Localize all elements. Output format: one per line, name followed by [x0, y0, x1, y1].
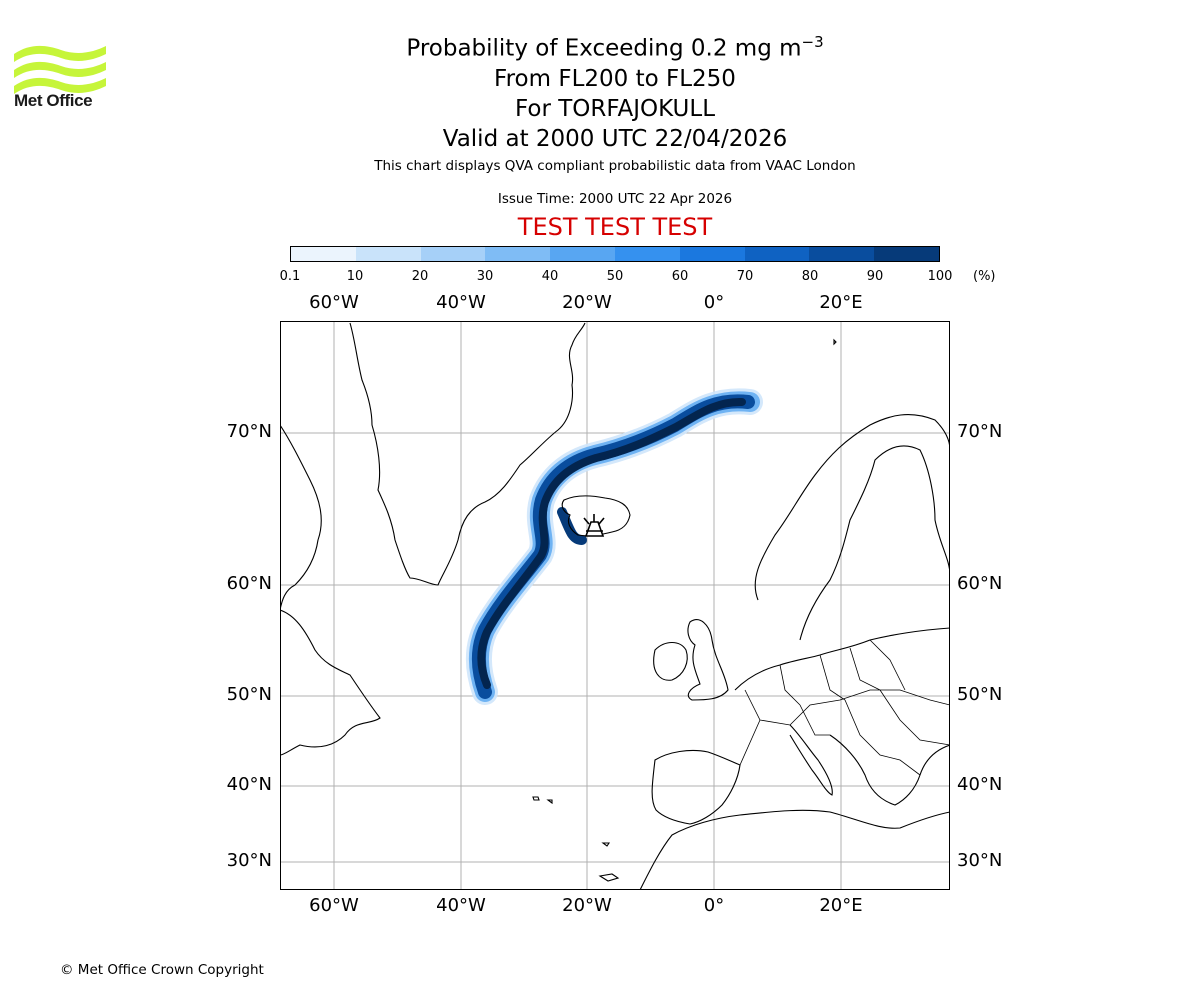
map	[280, 321, 950, 890]
colorbar-tick-label: 60	[671, 269, 689, 284]
latitude-label-right: 50°N	[957, 684, 1003, 705]
balkans-coast	[829, 734, 950, 806]
longitude-label-top: 60°W	[309, 292, 359, 313]
colorbar-bin	[744, 247, 810, 261]
colorbar-tick-label: 20	[411, 269, 429, 284]
colorbar-tick-label: 90	[866, 269, 884, 284]
colorbar-tick-label: 50	[606, 269, 624, 284]
colorbar-bin	[679, 247, 745, 261]
italy-coast	[789, 724, 833, 796]
colorbar-tick-label: 100	[927, 269, 953, 284]
colorbar-tick-label: 30	[476, 269, 494, 284]
longitude-label-top: 40°W	[436, 292, 486, 313]
colorbar-tick-label: 70	[736, 269, 754, 284]
colorbar-bin	[291, 247, 356, 261]
baffin-coast	[280, 424, 322, 611]
colorbar-bin	[550, 247, 615, 261]
logo-text: Met Office	[14, 91, 93, 110]
latitude-label-right: 70°N	[957, 421, 1003, 442]
gridlines	[280, 321, 950, 890]
colorbar-bin	[809, 247, 875, 261]
latitude-label-right: 40°N	[957, 774, 1003, 795]
latitude-label-right: 30°N	[957, 850, 1003, 871]
coastlines	[280, 322, 950, 890]
colorbar-bin	[614, 247, 680, 261]
labrador-coast	[280, 609, 381, 756]
latitude-label-left: 50°N	[226, 684, 272, 705]
map-border	[280, 321, 950, 890]
longitude-label-bottom: 0°	[703, 895, 725, 916]
country-borders	[739, 639, 950, 776]
level-range: From FL200 to FL250	[494, 65, 736, 92]
volcano-icon	[583, 514, 605, 537]
longitude-label-bottom: 20°E	[819, 895, 863, 916]
iceland-coast	[561, 495, 631, 537]
longitude-label-bottom: 40°W	[436, 895, 486, 916]
colorbar-bin	[874, 247, 939, 261]
longitude-label-top: 20°W	[562, 292, 612, 313]
colorbar-tick-label: 10	[346, 269, 364, 284]
greenland-coast	[349, 322, 586, 586]
colorbar-unit: (%)	[973, 269, 996, 284]
test-banner: TEST TEST TEST	[517, 213, 713, 241]
copyright: © Met Office Crown Copyright	[60, 962, 264, 978]
latitude-label-right: 60°N	[957, 573, 1003, 594]
colorbar	[290, 246, 940, 262]
colorbar-tick-label: 40	[541, 269, 559, 284]
latitude-label-left: 30°N	[226, 850, 272, 871]
ireland-coast	[653, 641, 688, 681]
colorbar-bin	[420, 247, 486, 261]
latitude-label-left: 70°N	[226, 421, 272, 442]
chart-title: Probability of Exceeding 0.2 mg m−3	[406, 33, 824, 62]
sweden-finland-outline	[799, 445, 950, 641]
issue-time: Issue Time: 2000 UTC 22 Apr 2026	[497, 191, 733, 207]
title-exponent: −3	[801, 33, 824, 51]
longitude-label-bottom: 20°W	[562, 895, 612, 916]
longitude-label-top: 20°E	[819, 292, 863, 313]
colorbar-tick-label: 0.1	[279, 269, 301, 284]
colorbar-bin	[355, 247, 421, 261]
norway-coast	[754, 414, 950, 601]
latitude-label-left: 40°N	[226, 774, 272, 795]
longitude-label-bottom: 60°W	[309, 895, 359, 916]
latitude-label-left: 60°N	[226, 573, 272, 594]
colorbar-tick-label: 80	[801, 269, 819, 284]
description: This chart displays QVA compliant probab…	[374, 158, 856, 174]
valid-time: Valid at 2000 UTC 22/04/2026	[442, 125, 788, 152]
north-africa-coast	[639, 809, 950, 890]
longitude-label-top: 0°	[703, 292, 725, 313]
ash-plume	[465, 388, 763, 705]
chart-title-block: Probability of Exceeding 0.2 mg m−3 From…	[0, 27, 1200, 154]
mainland-coast	[734, 627, 950, 691]
colorbar-bin	[485, 247, 551, 261]
britain-coast	[687, 619, 729, 701]
location: For TORFAJOKULL	[514, 95, 716, 122]
met-office-logo-icon	[14, 45, 106, 94]
islands	[532, 338, 837, 882]
iberia-coast	[651, 749, 741, 825]
